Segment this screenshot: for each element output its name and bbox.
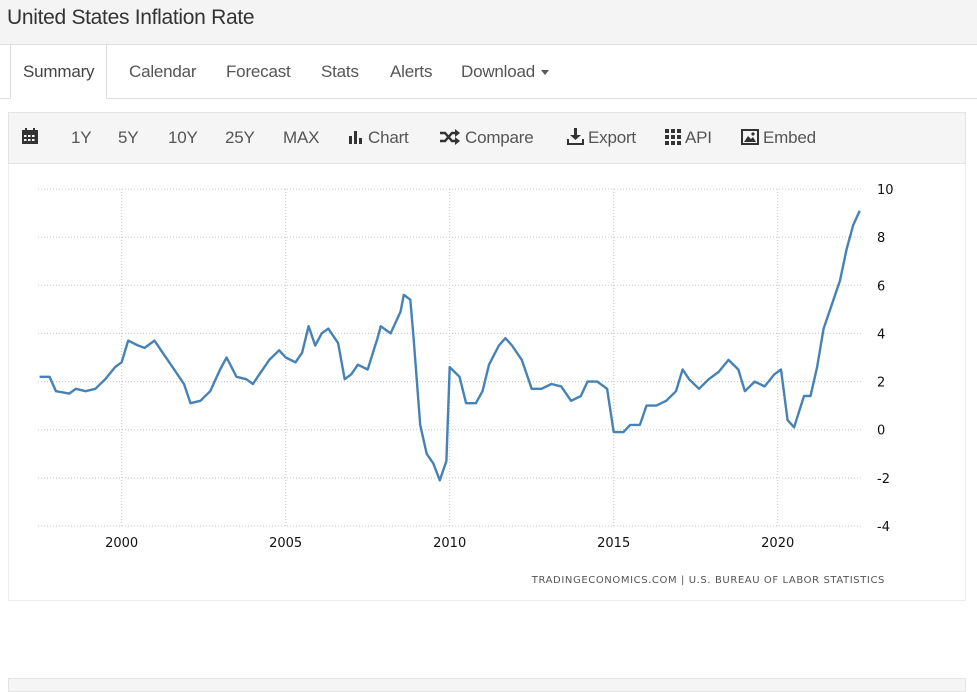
x-tick-label: 2005 [269, 536, 302, 551]
bottom-panel [8, 678, 966, 692]
x-tick-label: 2020 [761, 536, 794, 551]
tab-stats[interactable]: Stats [321, 62, 359, 81]
tab-summary[interactable]: Summary [10, 45, 108, 99]
calendar-icon [22, 128, 38, 144]
y-tick-label: 0 [877, 424, 885, 439]
tab-download-label: Download [461, 62, 536, 81]
compare-button[interactable]: Compare [439, 113, 534, 163]
y-tick-label: -2 [877, 472, 890, 487]
tab-forecast[interactable]: Forecast [226, 62, 291, 81]
x-tick-label: 2000 [105, 536, 138, 551]
y-tick-label: 2 [877, 376, 885, 391]
title-bar: United States Inflation Rate [0, 0, 977, 45]
tab-alerts[interactable]: Alerts [390, 62, 433, 81]
y-tick-label: 6 [877, 279, 885, 294]
calendar-button[interactable] [21, 113, 43, 163]
export-button-label: Export [588, 128, 636, 147]
inflation-line-chart: 10 8 6 4 2 0 -2 -4 2000 2005 2010 2015 2020 TRADING… [38, 183, 894, 586]
embed-button[interactable]: Embed [741, 113, 816, 163]
page-title: United States Inflation Rate [7, 6, 255, 29]
export-button[interactable]: Export [567, 113, 636, 163]
x-tick-label: 2015 [597, 536, 630, 551]
shuffle-icon [440, 129, 460, 145]
tab-bar: Summary Calendar Forecast Stats Alerts D… [0, 45, 977, 99]
chart-toolbar: 1Y 5Y 10Y 25Y MAX Chart Compare Export A… [8, 112, 966, 164]
compare-button-label: Compare [465, 128, 534, 147]
tab-calendar[interactable]: Calendar [129, 62, 197, 81]
range-1y-button[interactable]: 1Y [71, 128, 92, 147]
tab-download[interactable]: Download [461, 45, 550, 98]
bar-chart-icon [349, 131, 362, 144]
embed-button-label: Embed [763, 128, 816, 147]
range-max-button[interactable]: MAX [283, 128, 320, 147]
y-tick-label: 8 [877, 231, 885, 246]
range-25y-button[interactable]: 25Y [225, 128, 255, 147]
inflation-series-line [39, 210, 861, 482]
chart-panel: 10 8 6 4 2 0 -2 -4 2000 2005 2010 2015 2020 TRADING… [8, 164, 966, 601]
api-button[interactable]: API [665, 113, 712, 163]
chart-button-label: Chart [368, 128, 409, 147]
x-tick-label: 2010 [433, 536, 466, 551]
range-5y-button[interactable]: 5Y [118, 128, 139, 147]
download-icon [567, 128, 584, 145]
y-tick-label: -4 [877, 520, 890, 535]
source-credit: TRADINGECONOMICS.COM | U.S. BUREAU OF LA… [531, 575, 885, 586]
y-tick-label: 10 [877, 183, 894, 198]
range-10y-button[interactable]: 10Y [168, 128, 198, 147]
caret-down-icon [541, 70, 550, 76]
image-icon [741, 129, 759, 145]
chart-button[interactable]: Chart [348, 113, 409, 163]
api-button-label: API [685, 128, 712, 147]
y-tick-label: 4 [877, 327, 885, 342]
grid-icon [665, 129, 681, 145]
